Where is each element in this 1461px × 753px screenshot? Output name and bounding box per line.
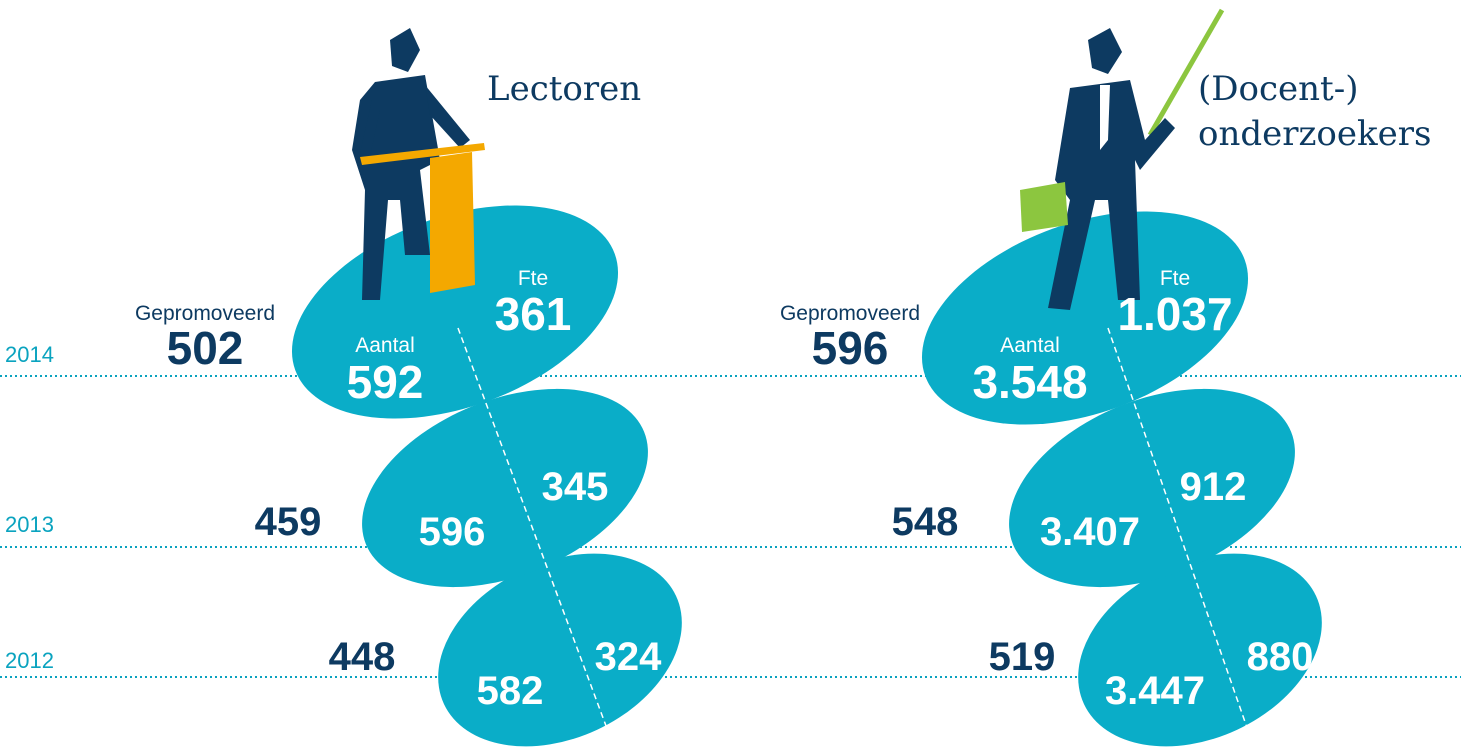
year-lines <box>0 375 1461 678</box>
label: Fte <box>518 267 548 290</box>
head <box>1088 28 1122 74</box>
label: Fte <box>1160 267 1190 290</box>
value: 3.407 <box>1040 510 1140 554</box>
value: 3.447 <box>1105 669 1205 713</box>
blob <box>438 553 682 747</box>
value: 596 <box>812 322 889 374</box>
value: 361 <box>495 288 572 340</box>
value: 324 <box>595 635 662 679</box>
year-label: 2012 <box>5 648 54 673</box>
value: 880 <box>1247 635 1314 679</box>
lectern <box>360 143 485 293</box>
panel-title: onderzoekers <box>1198 114 1431 154</box>
panel-lectoren: Gepromoveerd Aantal Fte 502 592 361 459 … <box>135 267 662 713</box>
body <box>1048 80 1175 310</box>
lectern-stand <box>430 152 475 293</box>
value: 912 <box>1180 465 1247 509</box>
label: Gepromoveerd <box>780 302 920 325</box>
label: Gepromoveerd <box>135 302 275 325</box>
blobs-left <box>291 205 682 747</box>
value: 448 <box>329 635 396 679</box>
figure-lector <box>352 28 470 300</box>
folder <box>1020 182 1068 232</box>
lectern-top <box>360 143 485 165</box>
panel-onderzoekers: Gepromoveerd Aantal Fte 596 3.548 1.037 … <box>780 267 1313 713</box>
tie <box>1100 85 1110 150</box>
label: Aantal <box>355 334 415 357</box>
head <box>390 28 420 72</box>
year-label: 2014 <box>5 342 54 367</box>
panel-title: (Docent-) <box>1198 69 1358 109</box>
value: 345 <box>542 465 609 509</box>
label: Aantal <box>1000 334 1060 357</box>
value: 592 <box>347 356 424 408</box>
divider <box>1107 327 1253 743</box>
value: 548 <box>892 500 959 544</box>
arm <box>358 100 380 165</box>
value: 1.037 <box>1117 288 1232 340</box>
value: 582 <box>477 669 544 713</box>
arm <box>425 85 470 148</box>
blob <box>362 388 648 588</box>
divider <box>457 327 613 743</box>
panel-title: Lectoren <box>487 69 641 109</box>
value: 459 <box>255 500 322 544</box>
year-label: 2013 <box>5 512 54 537</box>
pointer <box>1147 8 1225 137</box>
blob <box>1078 553 1322 747</box>
value: 519 <box>989 635 1056 679</box>
value: 596 <box>419 510 486 554</box>
value: 502 <box>167 322 244 374</box>
blob <box>921 211 1249 425</box>
blobs-right <box>921 211 1322 747</box>
blob <box>1009 388 1295 588</box>
value: 3.548 <box>972 356 1087 408</box>
figure-researcher <box>1048 28 1175 310</box>
